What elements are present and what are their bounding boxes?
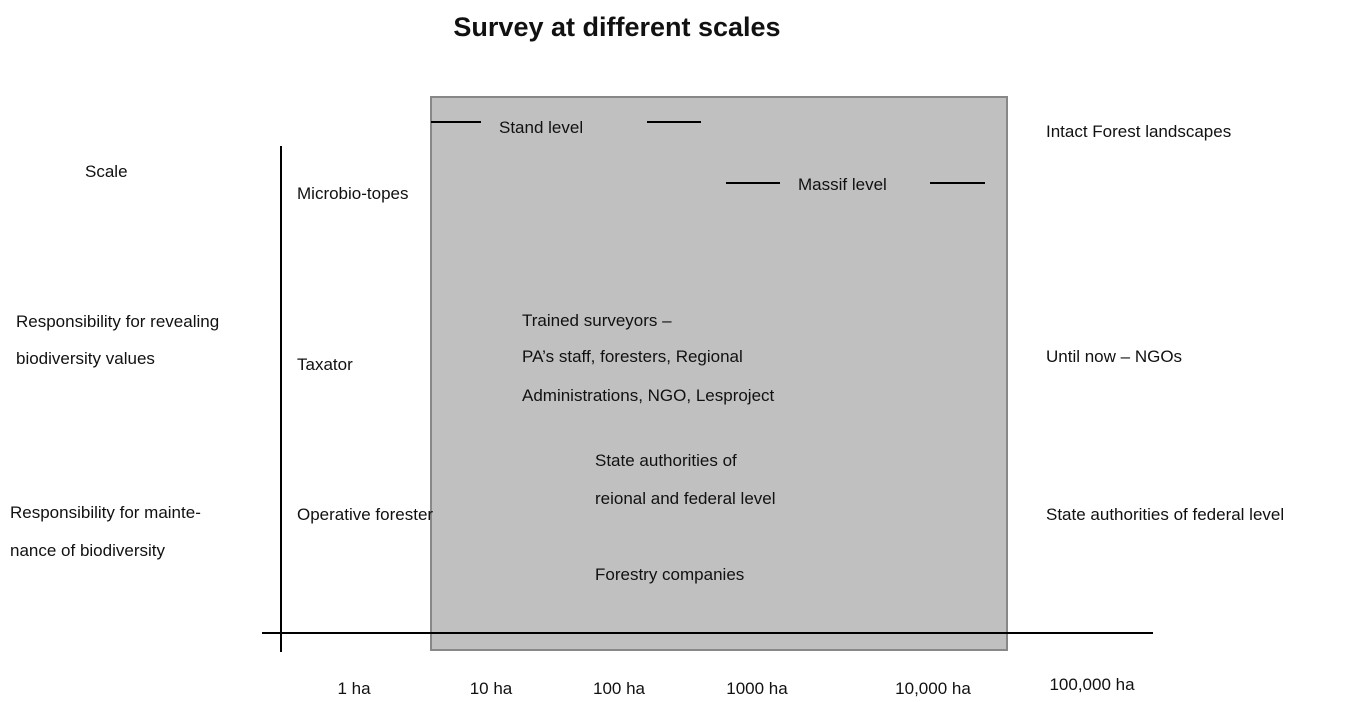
level-label: Stand level	[499, 118, 583, 137]
cell-text: State authorities of federal level	[1046, 505, 1284, 524]
cell-text: Forestry companies	[595, 565, 744, 584]
cell-text: reional and federal level	[595, 489, 776, 508]
x-label: 1000 ha	[726, 679, 788, 697]
cell-text: Taxator	[297, 355, 353, 374]
row-label: Scale	[85, 162, 128, 181]
x-label: 1 ha	[337, 679, 371, 697]
level-label: Intact Forest landscapes	[1046, 122, 1231, 141]
cell-text: Until now – NGOs	[1046, 347, 1182, 366]
cell-text: Microbio-topes	[297, 184, 409, 203]
x-label: 100 ha	[593, 679, 646, 697]
row-label: nance of biodiversity	[10, 541, 165, 560]
x-label: 10 ha	[470, 679, 513, 697]
shaded-box	[430, 96, 1008, 651]
cell-text: Trained surveyors –	[522, 311, 672, 330]
x-label: 100,000 ha	[1049, 675, 1135, 694]
cell-text: Operative forester	[297, 505, 433, 524]
level-label: Massif level	[798, 175, 887, 194]
row-label: Responsibility for revealing	[16, 312, 219, 331]
row-label: biodiversity values	[16, 349, 155, 368]
cell-text: PA’s staff, foresters, Regional	[522, 347, 743, 366]
x-label: 10,000 ha	[895, 679, 971, 697]
cell-text: Administrations, NGO, Lesproject	[522, 386, 775, 405]
cell-text: State authorities of	[595, 451, 737, 470]
row-label: Responsibility for mainte-	[10, 503, 201, 522]
title: Survey at different scales	[453, 12, 780, 42]
